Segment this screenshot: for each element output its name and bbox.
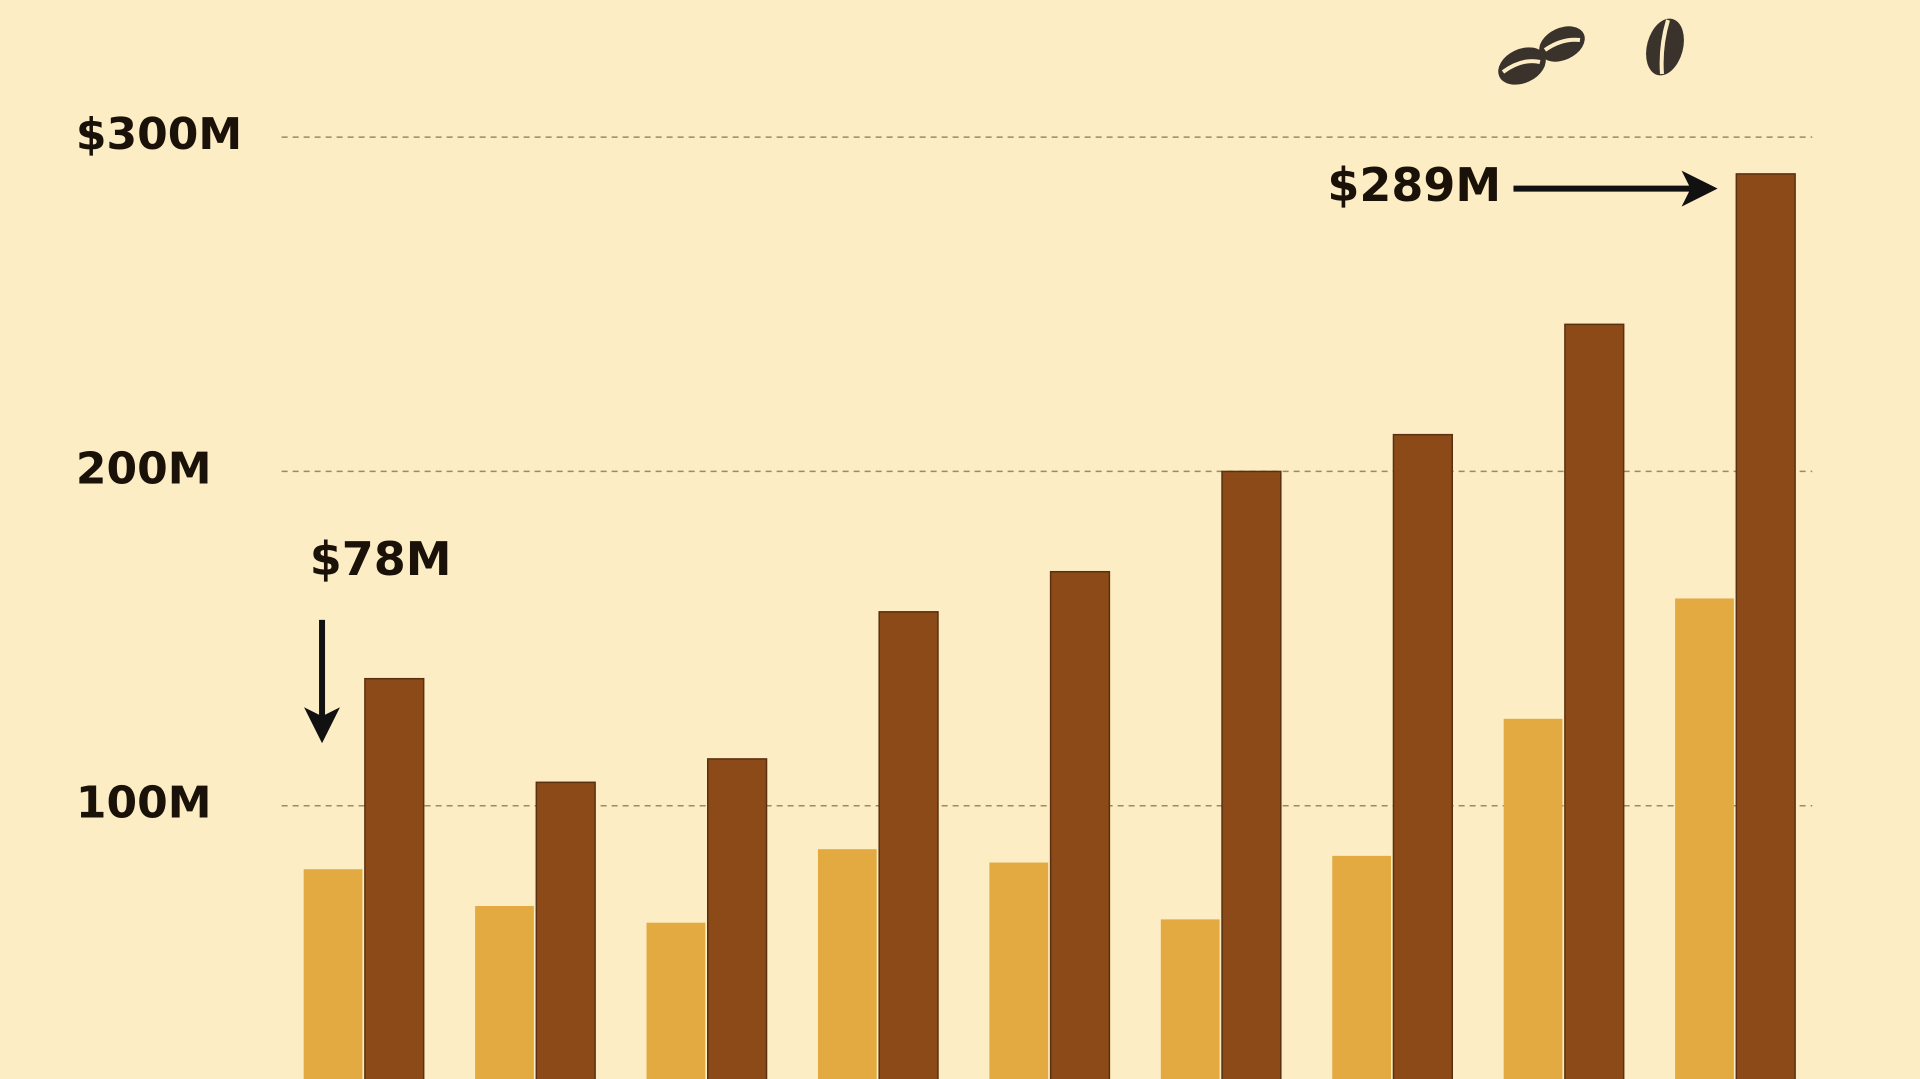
bar [1049, 570, 1111, 1079]
bar [303, 869, 363, 1079]
bar [1503, 718, 1563, 1079]
bar [1735, 173, 1796, 1079]
bar [1221, 470, 1282, 1079]
bar [535, 781, 596, 1079]
bar [989, 862, 1049, 1079]
bar [1392, 433, 1453, 1079]
bar [1332, 855, 1392, 1079]
annotation: $289M [1327, 158, 1501, 212]
y-tick-label: 100M [76, 778, 212, 829]
bar [646, 922, 706, 1079]
bar [817, 849, 877, 1079]
bar [707, 758, 768, 1079]
annotation: $78M [310, 532, 452, 586]
bar [475, 906, 534, 1079]
y-tick-label: $300M [76, 109, 242, 160]
bar [878, 611, 939, 1079]
bar [1675, 598, 1734, 1079]
bar [1564, 323, 1625, 1079]
bar [1160, 919, 1220, 1079]
bar [364, 677, 425, 1079]
y-tick-label: 200M [76, 443, 212, 494]
coffee-beans [1498, 18, 1684, 85]
